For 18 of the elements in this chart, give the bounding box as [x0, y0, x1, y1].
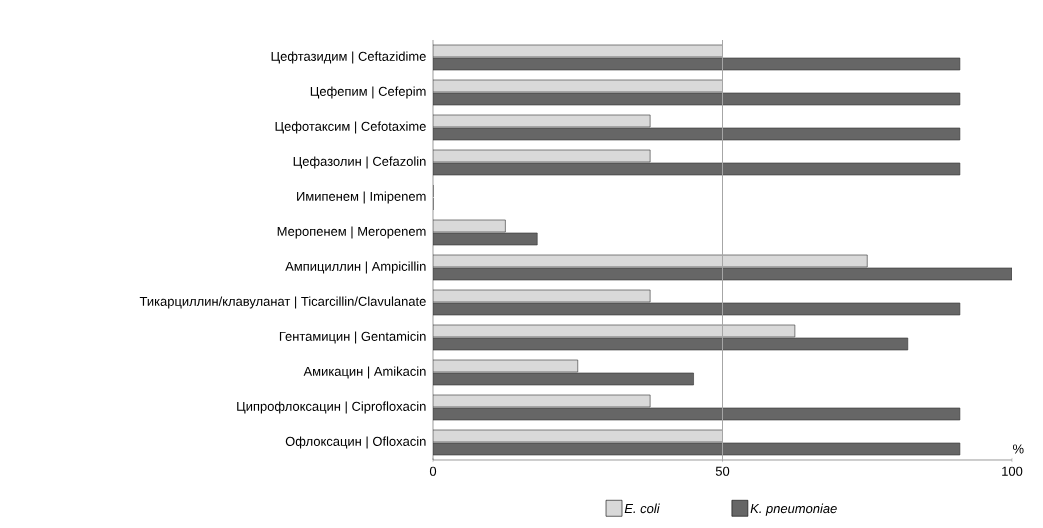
y-tick-label: Тикарциллин/клавуланат | Ticarcillin/Clavulanate: [139, 296, 426, 309]
x-axis-title: %: [1012, 444, 1024, 454]
y-tick-label: Ампициллин | Ampicillin: [285, 261, 426, 274]
y-tick-label: Гентамицин | Gentamicin: [279, 331, 426, 344]
y-tick-label: Цефазолин | Cefazolin: [293, 156, 426, 169]
y-tick-label: Ципрофлоксацин | Ciprofloxacin: [237, 401, 426, 414]
y-tick-label: Офлоксацин | Ofloxacin: [285, 436, 426, 449]
x-tick-label: 50: [715, 466, 730, 476]
y-tick-label: Амикацин | Amikacin: [303, 366, 426, 379]
x-tick-label: 0: [429, 466, 437, 476]
y-tick-label: Цефтазидим | Ceftazidime: [271, 51, 426, 64]
y-tick-label: Меропенем | Meropenem: [277, 226, 426, 239]
legend-label: K. pneumoniae: [750, 503, 837, 516]
y-tick-label: Цефотаксим | Cefotaxime: [275, 121, 426, 134]
x-tick-label: 100: [1002, 466, 1023, 476]
y-tick-label: Цефепим | Cefepim: [310, 86, 426, 99]
legend-label: E. coli: [624, 503, 660, 514]
y-tick-label: Имипенем | Imipenem: [297, 191, 426, 204]
